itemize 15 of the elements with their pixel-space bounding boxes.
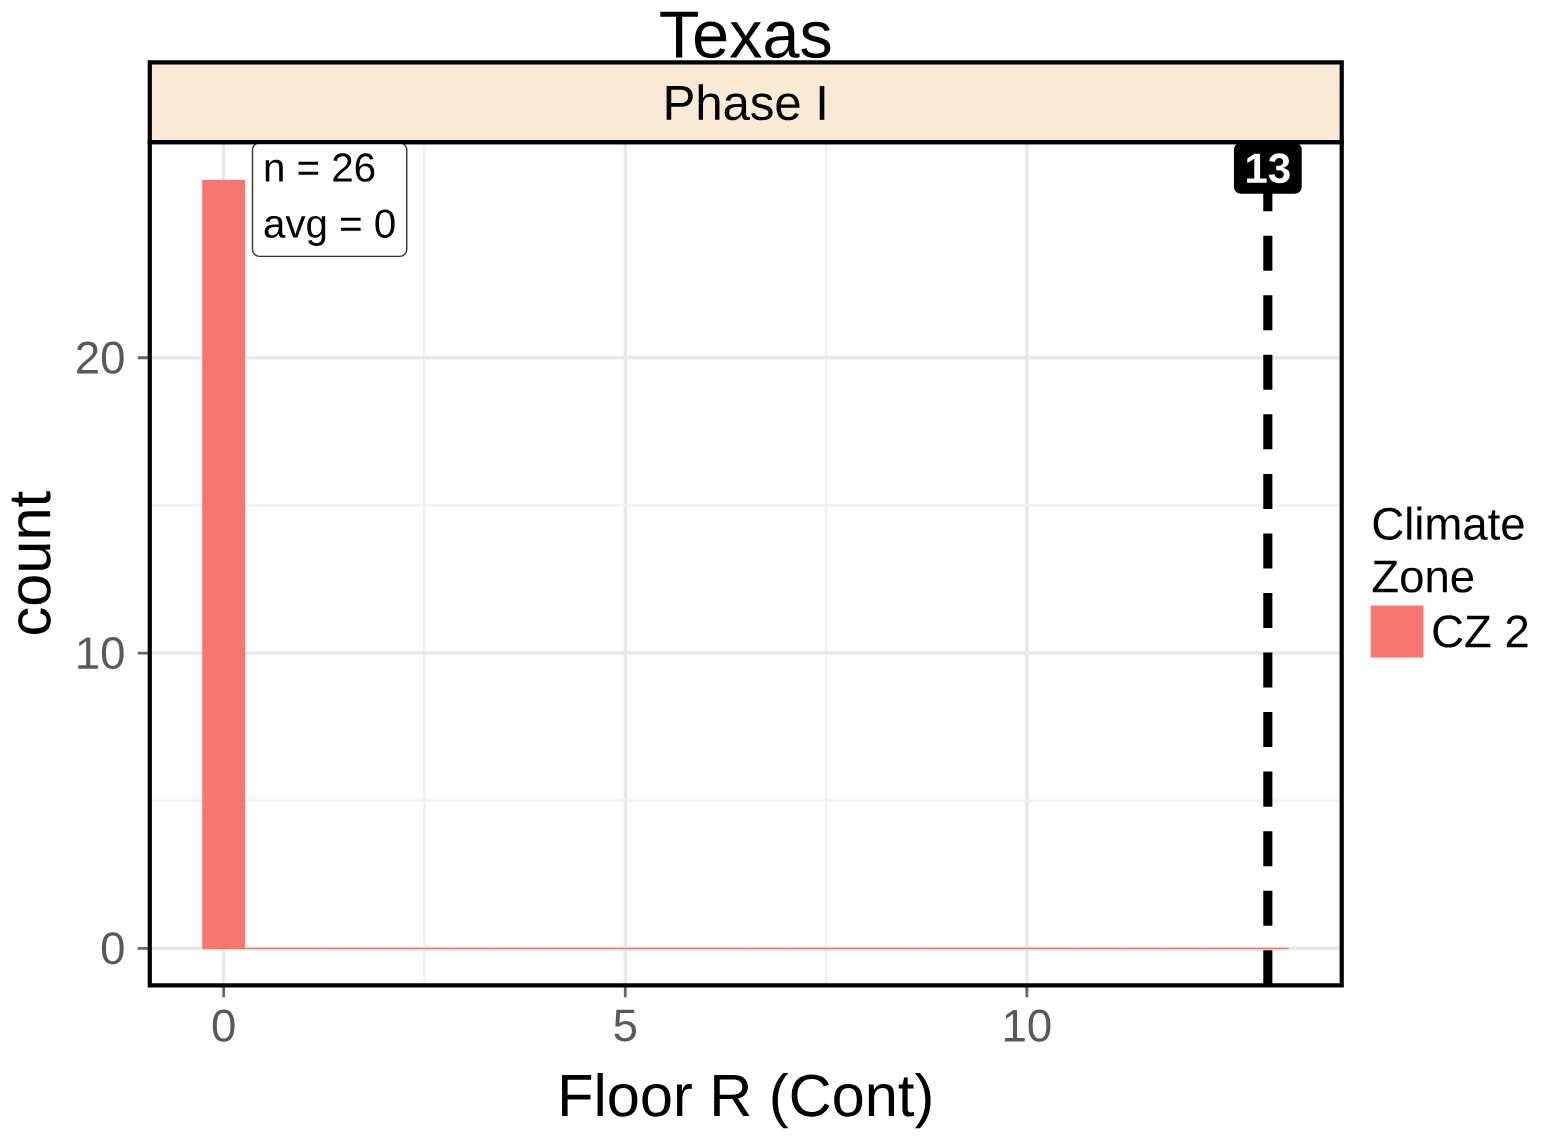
legend-title: Climate Zone xyxy=(1372,506,1524,593)
x-tick-label: 5 xyxy=(614,1009,637,1042)
chart-title: Texas xyxy=(660,11,831,59)
legend-label: CZ 2 xyxy=(1433,615,1528,648)
y-axis-title: count xyxy=(11,491,51,634)
y-tick-label: 10 xyxy=(78,636,124,670)
annotation: avg = 0 xyxy=(264,209,395,246)
annotation: n = 26 xyxy=(265,153,375,182)
y-tick-label: 0 xyxy=(101,932,124,965)
ref-line-label: 13 xyxy=(1247,153,1290,184)
y-tick-label: 20 xyxy=(77,341,124,374)
x-tick-label: 0 xyxy=(212,1009,235,1042)
x-axis-title: Floor R (Cont) xyxy=(562,1072,931,1129)
x-tick-label: 10 xyxy=(1005,1009,1051,1042)
chart-subtitle: Phase I xyxy=(666,84,825,121)
